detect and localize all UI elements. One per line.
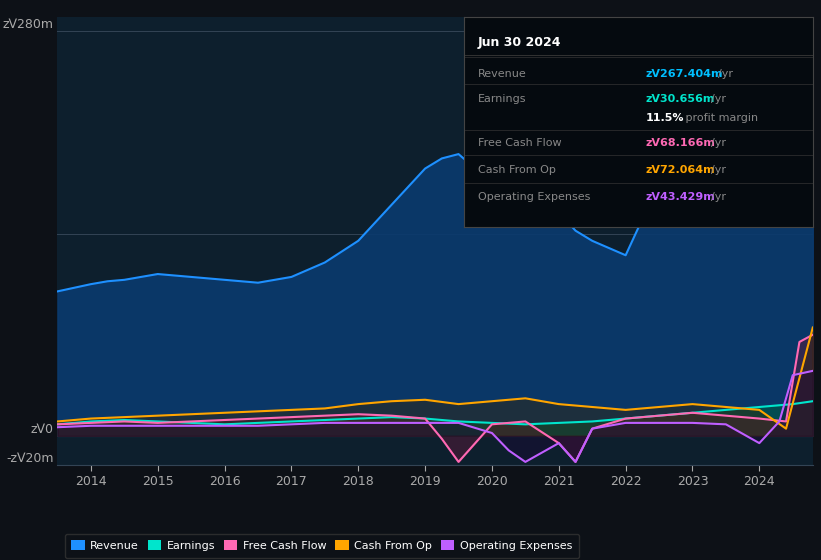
Text: zᐯ43.429m: zᐯ43.429m [645,193,715,202]
Text: zᐯ280m: zᐯ280m [2,18,53,31]
Text: zᐯ68.166m: zᐯ68.166m [645,138,715,148]
Text: zᐯ0: zᐯ0 [30,423,53,436]
Text: /yr: /yr [711,165,726,175]
Text: zᐯ30.656m: zᐯ30.656m [645,94,715,104]
Text: /yr: /yr [711,94,726,104]
Text: /yr: /yr [711,193,726,202]
Text: Free Cash Flow: Free Cash Flow [478,138,562,148]
Text: /yr: /yr [711,138,726,148]
Text: Operating Expenses: Operating Expenses [478,193,590,202]
Text: Jun 30 2024: Jun 30 2024 [478,36,562,49]
Legend: Revenue, Earnings, Free Cash Flow, Cash From Op, Operating Expenses: Revenue, Earnings, Free Cash Flow, Cash … [65,534,579,558]
Text: /yr: /yr [718,68,733,78]
Text: zᐯ267.404m: zᐯ267.404m [645,68,722,78]
Text: Cash From Op: Cash From Op [478,165,556,175]
Text: Earnings: Earnings [478,94,526,104]
Text: zᐯ72.064m: zᐯ72.064m [645,165,715,175]
Text: 11.5%: 11.5% [645,113,684,123]
Text: profit margin: profit margin [681,113,758,123]
Text: Revenue: Revenue [478,68,526,78]
Text: -zᐯ20m: -zᐯ20m [7,452,53,465]
